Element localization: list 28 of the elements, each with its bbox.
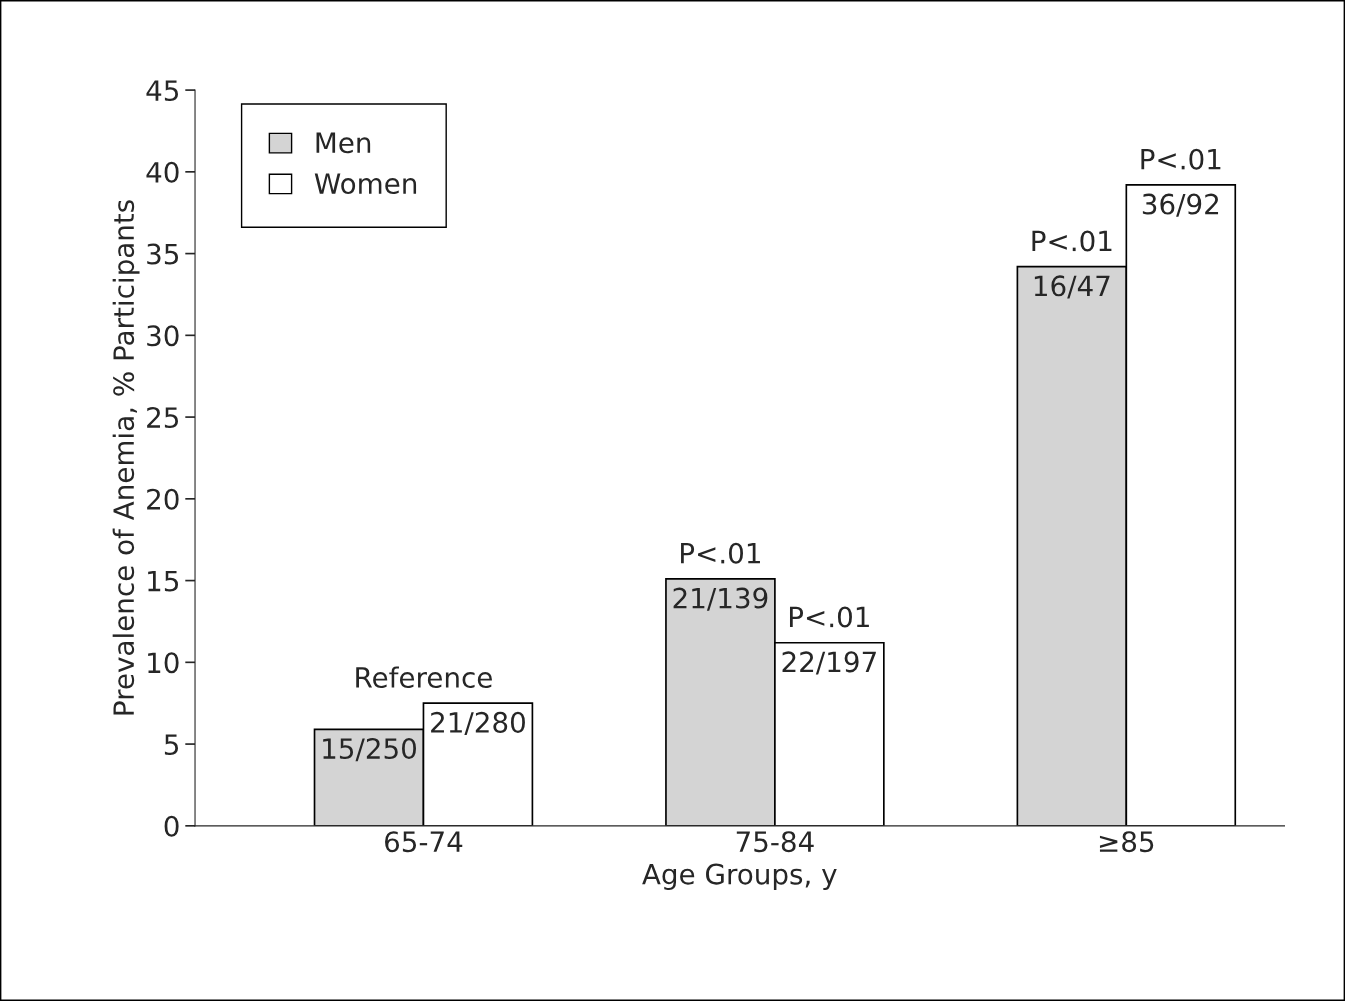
annotation: P<.01 bbox=[789, 606, 869, 628]
y-tick-label: 10 bbox=[148, 652, 179, 674]
data-label: 21/280 bbox=[431, 711, 525, 736]
y-tick-label: 5 bbox=[164, 734, 179, 756]
x-tick-label: 65-74 bbox=[385, 831, 463, 853]
data-label: 15/250 bbox=[323, 738, 416, 762]
y-tick-label: 15 bbox=[148, 570, 179, 592]
data-label: 21/139 bbox=[673, 587, 768, 611]
data-label: 16/47 bbox=[1034, 275, 1110, 299]
data-label: 22/197 bbox=[782, 651, 876, 675]
legend-label: Women bbox=[314, 173, 417, 195]
x-tick-label: 75-84 bbox=[736, 831, 814, 853]
y-axis-title: Prevalence of Anemia, % Participants bbox=[112, 200, 140, 715]
annotation: P<.01 bbox=[1141, 148, 1221, 170]
x-tick-label: ≥85 bbox=[1099, 831, 1154, 853]
y-tick-label: 45 bbox=[146, 80, 179, 102]
legend-label: Men bbox=[316, 132, 371, 154]
x-axis-title: Age Groups, y bbox=[642, 863, 837, 891]
annotation: Reference bbox=[356, 666, 492, 689]
y-tick-label: 20 bbox=[147, 488, 179, 510]
y-tick-label: 25 bbox=[147, 407, 179, 429]
y-tick-label: 0 bbox=[164, 815, 179, 837]
annotation: P<.01 bbox=[1032, 230, 1112, 252]
data-label: 36/92 bbox=[1142, 193, 1219, 217]
annotation: P<.01 bbox=[681, 542, 760, 564]
y-tick-label: 40 bbox=[146, 161, 179, 183]
y-tick-label: 30 bbox=[147, 325, 179, 347]
y-tick-label: 35 bbox=[147, 243, 179, 265]
